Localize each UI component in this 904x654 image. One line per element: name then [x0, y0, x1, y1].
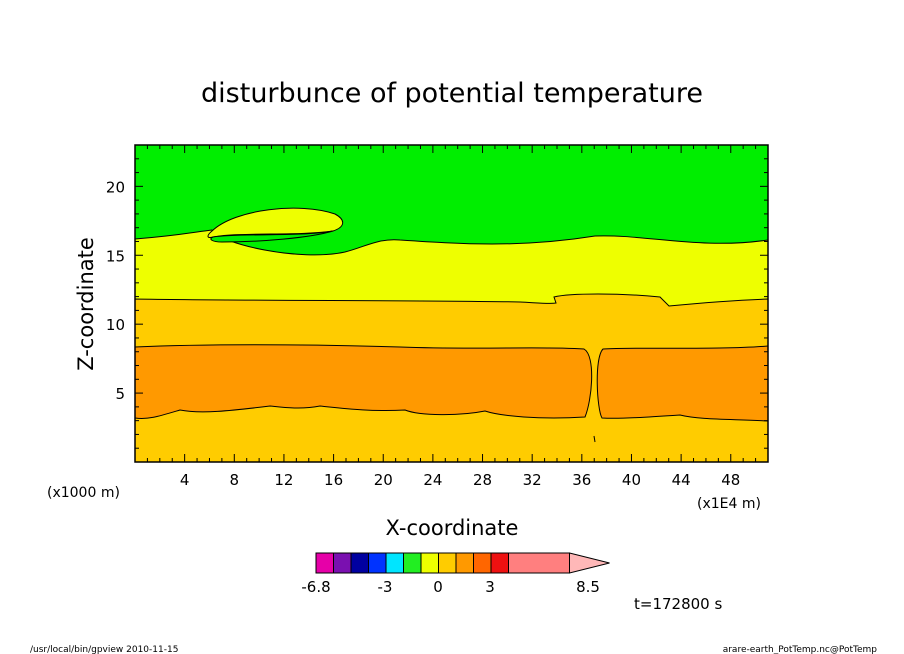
colorbar-tick-label: 3: [485, 578, 495, 596]
lobe-inner-region: [210, 230, 334, 243]
core-right-region: [596, 345, 769, 422]
y-tick-label: 15: [106, 247, 125, 265]
colorbar-tick-label: -3: [378, 578, 393, 596]
colorbar-swatch: [385, 552, 404, 574]
colorbar-tick-label: 0: [433, 578, 443, 596]
x-tick-label: 12: [274, 471, 293, 489]
colorbar-swatch: [368, 552, 387, 574]
x-axis-label: X-coordinate: [386, 516, 519, 540]
x-tick-label: 44: [672, 471, 691, 489]
colorbar-swatch: [438, 552, 457, 574]
colorbar-swatch: [473, 552, 492, 574]
x-tick-label: 8: [230, 471, 240, 489]
footer-left: /usr/local/bin/gpview 2010-11-15: [30, 645, 178, 654]
contour-speck: [593, 435, 596, 443]
plot-frame: [134, 144, 769, 463]
colorbar-swatch: [403, 552, 422, 574]
x-tick-label: 16: [324, 471, 343, 489]
x-tick-label: 36: [572, 471, 591, 489]
colorbar-swatch: [315, 552, 334, 574]
core-left-region: [134, 344, 593, 419]
y-axis-label: Z-coordinate: [74, 237, 98, 371]
colorbar-swatch: [420, 552, 439, 574]
colorbar-swatch: [333, 552, 352, 574]
x-tick-label: 28: [473, 471, 492, 489]
y-tick-label: 20: [106, 178, 125, 196]
x-tick-label: 48: [721, 471, 740, 489]
x-unit-label: (x1E4 m): [697, 496, 761, 512]
x-tick-label: 32: [523, 471, 542, 489]
x-tick-label: 4: [180, 471, 190, 489]
colorbar-swatch: [508, 552, 570, 574]
footer-right: arare-earth_PotTemp.nc@PotTemp: [723, 645, 878, 654]
colorbar-extension: [569, 552, 610, 574]
y-axis: 5 10 15 20: [106, 158, 768, 449]
y-tick-label: 5: [115, 385, 125, 403]
x-tick-label: 40: [622, 471, 641, 489]
colorbar-swatch: [455, 552, 474, 574]
time-label: t=172800 s: [634, 595, 722, 613]
x-tick-label: 24: [423, 471, 442, 489]
colorbar: -6.8 -3 0 3 8.5: [301, 552, 610, 596]
colorbar-tick-label: -6.8: [301, 578, 330, 596]
y-tick-label: 10: [106, 316, 125, 334]
y-unit-label: (x1000 m): [47, 485, 120, 501]
colorbar-swatch: [490, 552, 509, 574]
colorbar-swatch: [350, 552, 369, 574]
colorbar-tick-label: 8.5: [576, 578, 600, 596]
x-axis: 4 8 12 16 20 24 28 32 36 40 44 48: [146, 145, 757, 489]
x-tick-label: 20: [374, 471, 393, 489]
chart-title: disturbunce of potential temperature: [201, 78, 703, 109]
